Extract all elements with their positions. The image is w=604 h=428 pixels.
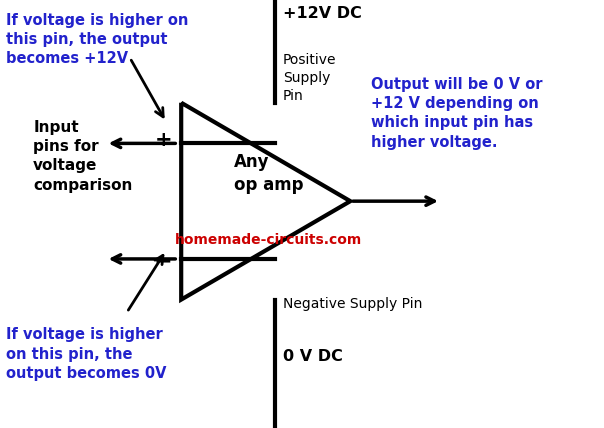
Text: If voltage is higher on
this pin, the output
becomes +12V: If voltage is higher on this pin, the ou…	[6, 13, 188, 66]
Text: homemade-circuits.com: homemade-circuits.com	[175, 233, 362, 247]
Text: +12V DC: +12V DC	[283, 6, 362, 21]
Text: Positive
Supply
Pin: Positive Supply Pin	[283, 54, 336, 103]
Text: If voltage is higher
on this pin, the
output becomes 0V: If voltage is higher on this pin, the ou…	[6, 327, 167, 381]
Text: 0 V DC: 0 V DC	[283, 349, 342, 364]
Text: +: +	[155, 131, 172, 150]
Text: Output will be 0 V or
+12 V depending on
which input pin has
higher voltage.: Output will be 0 V or +12 V depending on…	[371, 77, 543, 150]
Text: Any
op amp: Any op amp	[234, 153, 304, 194]
Text: −: −	[153, 252, 172, 272]
Text: Negative Supply Pin: Negative Supply Pin	[283, 297, 422, 312]
Text: Input
pins for
voltage
comparison: Input pins for voltage comparison	[33, 120, 133, 193]
